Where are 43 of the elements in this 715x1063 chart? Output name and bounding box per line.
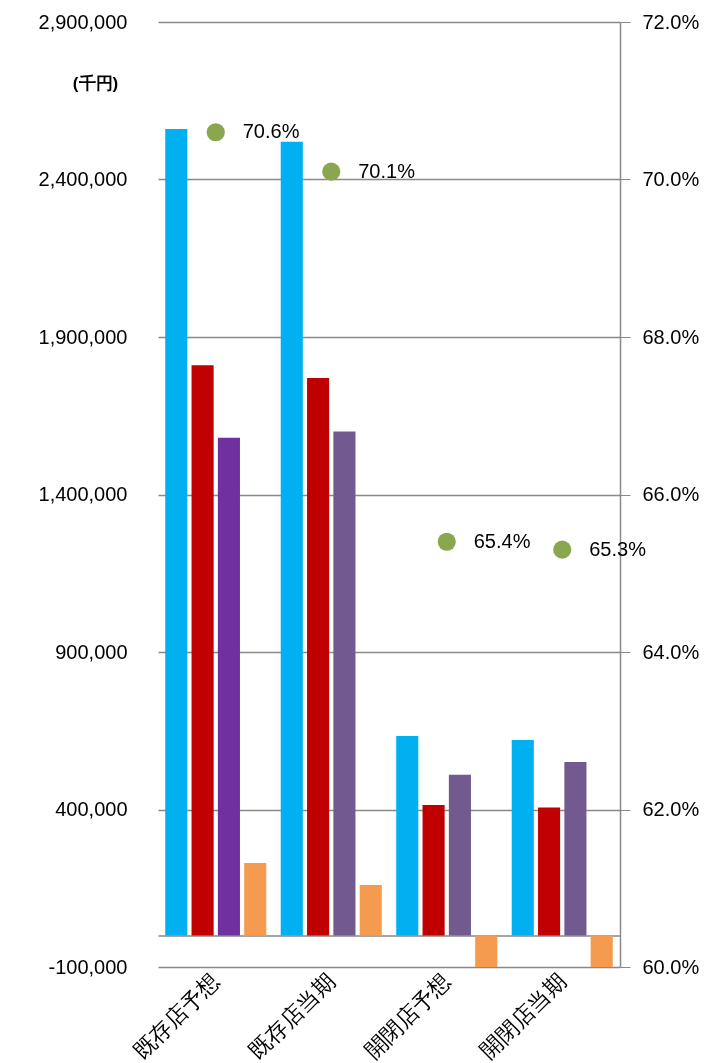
data-label: 70.1% <box>358 159 416 182</box>
bar <box>511 739 534 936</box>
y2-tick-label: 66.0% <box>642 483 700 505</box>
y-tick-label: 400,000 <box>55 798 128 820</box>
point <box>206 123 225 142</box>
y2-tick-label: 64.0% <box>642 640 700 663</box>
bar <box>165 129 188 936</box>
bar <box>396 736 419 936</box>
data-label: 65.4% <box>473 529 531 552</box>
x-tick-label: 既存店予想 <box>128 968 225 1063</box>
bar <box>244 863 267 936</box>
y2-tick-label: 60.0% <box>642 955 700 978</box>
bar <box>359 885 382 936</box>
y2-tick-label: 72.0% <box>642 10 700 33</box>
x-tick-label: 開閉店予想 <box>359 968 456 1063</box>
y-tick-label: 2,900,000 <box>38 10 128 33</box>
y2-tick-label: 62.0% <box>642 798 700 820</box>
y-tick-label: -100,000 <box>48 955 128 978</box>
bar <box>280 141 303 936</box>
bar <box>217 437 240 936</box>
y2-tick-label: 68.0% <box>642 325 700 348</box>
point <box>437 532 456 551</box>
y2-tick-label: 70.0% <box>642 168 700 190</box>
point <box>322 162 341 181</box>
bar <box>590 935 613 967</box>
point <box>553 540 572 559</box>
bar <box>422 805 445 936</box>
bar <box>448 774 471 936</box>
data-label: 70.6% <box>242 120 300 143</box>
data-label: 65.3% <box>589 537 647 560</box>
y-tick-label: 1,900,000 <box>38 325 128 348</box>
bar <box>564 761 587 936</box>
x-tick-label: 既存店当期 <box>244 968 340 1063</box>
bar <box>475 935 498 967</box>
bar <box>333 431 356 936</box>
bar <box>191 365 214 936</box>
y-axis-title: (千円) <box>72 73 119 93</box>
y-tick-label: 2,400,000 <box>38 168 128 190</box>
bar <box>307 377 330 936</box>
y-tick-label: 1,400,000 <box>38 483 128 505</box>
x-tick-label: 開閉店当期 <box>475 968 571 1063</box>
y-tick-label: 900,000 <box>55 640 128 663</box>
bar <box>538 807 561 936</box>
